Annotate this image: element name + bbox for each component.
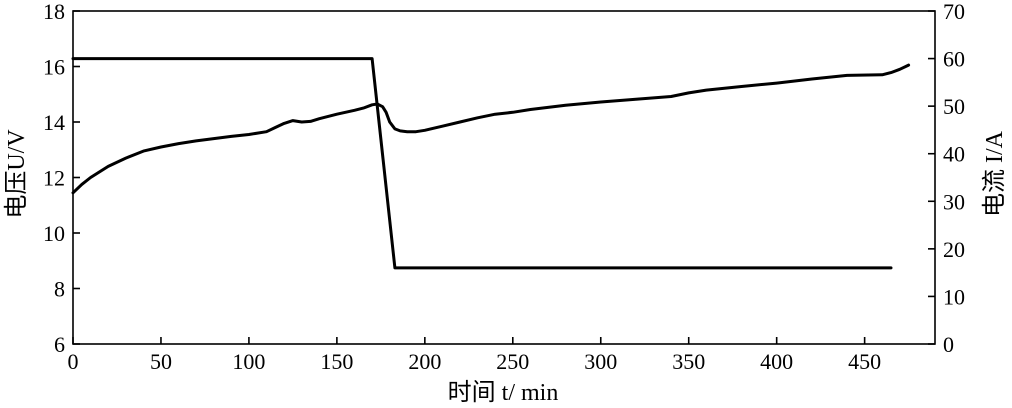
left-y-tick-label: 8 — [54, 277, 65, 302]
left-y-tick-label: 16 — [43, 55, 65, 80]
x-axis-ticks: 0 50 100 150 200 250 300 350 400 450 — [68, 337, 881, 374]
x-tick-label: 400 — [760, 349, 793, 374]
left-y-tick-label: 10 — [43, 221, 65, 246]
x-tick-label: 450 — [848, 349, 881, 374]
x-tick-label: 200 — [408, 349, 441, 374]
right-y-tick-label: 30 — [943, 189, 965, 214]
left-y-tick-label: 14 — [43, 110, 65, 135]
series-layer — [71, 57, 911, 270]
left-y-axis-title: 电压U/V — [3, 129, 30, 219]
right-y-tick-label: 50 — [943, 94, 965, 119]
x-tick-label: 150 — [320, 349, 353, 374]
left-y-axis-ticks: 6 8 10 12 14 16 18 — [43, 0, 80, 357]
left-y-tick-label: 18 — [43, 0, 65, 24]
x-tick-label: 50 — [150, 349, 172, 374]
right-y-tick-label: 0 — [943, 332, 954, 357]
right-y-tick-label: 10 — [943, 284, 965, 309]
plot-frame — [72, 10, 936, 345]
x-axis-title: 时间 t/ min — [448, 379, 559, 406]
right-y-tick-label: 60 — [943, 47, 965, 72]
left-y-tick-label: 6 — [54, 332, 65, 357]
right-y-tick-label: 20 — [943, 237, 965, 262]
right-y-axis-ticks: 0 10 20 30 40 50 60 70 — [928, 0, 965, 357]
x-tick-label: 100 — [232, 349, 265, 374]
x-tick-label: 250 — [496, 349, 529, 374]
right-y-tick-label: 40 — [943, 142, 965, 167]
current-series-line — [71, 57, 893, 270]
plot-border — [72, 10, 936, 345]
x-tick-label: 300 — [584, 349, 617, 374]
left-y-tick-label: 12 — [43, 166, 65, 191]
voltage-series-line — [71, 63, 911, 195]
right-y-tick-label: 70 — [943, 0, 965, 24]
x-tick-label: 0 — [68, 349, 79, 374]
x-tick-label: 350 — [672, 349, 705, 374]
right-y-axis-title: 电流 I/A — [981, 130, 1008, 217]
